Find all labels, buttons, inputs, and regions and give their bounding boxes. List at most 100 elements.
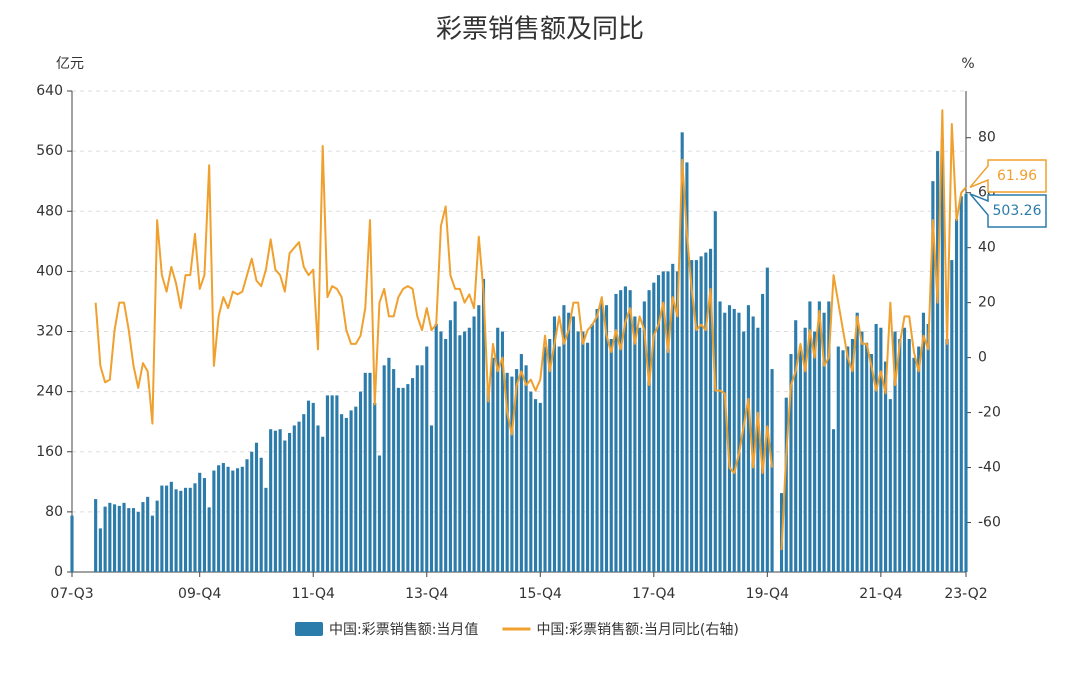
bar [619, 290, 623, 572]
bar [117, 505, 121, 572]
bar [813, 331, 817, 572]
bar [694, 260, 698, 572]
bar [179, 490, 183, 572]
bar [202, 478, 207, 572]
bar [306, 400, 311, 572]
callout-box [969, 193, 1047, 228]
bar [217, 465, 221, 572]
bar [794, 320, 798, 572]
bar [912, 357, 916, 572]
bar [165, 485, 169, 572]
bar [562, 305, 566, 572]
bar [680, 132, 684, 572]
legend-label: 中国:彩票销售额:当月值 [329, 622, 478, 638]
bar [822, 312, 826, 572]
bar [675, 271, 680, 572]
x-tick-label: 23-Q2 [944, 586, 987, 602]
bar [349, 410, 353, 572]
bar [524, 365, 528, 572]
bar [869, 354, 873, 572]
bar [850, 339, 855, 572]
bar [335, 395, 339, 572]
bar [836, 346, 840, 572]
bar [113, 504, 117, 572]
bar [297, 421, 301, 572]
bar [136, 511, 140, 572]
bar [420, 365, 424, 572]
bar [396, 387, 400, 572]
bar [959, 196, 963, 572]
bar [259, 457, 263, 572]
y-tick-label: 80 [45, 504, 63, 520]
bar [264, 487, 268, 572]
bar [638, 327, 642, 572]
bar [751, 316, 755, 572]
bar [581, 331, 585, 572]
x-tick-label: 13-Q4 [405, 586, 448, 602]
bar [377, 455, 382, 572]
bar [699, 256, 703, 572]
y2-tick-label: 80 [978, 130, 996, 146]
bar [533, 399, 538, 572]
y2-axis-label: % [961, 56, 974, 72]
bar [401, 387, 405, 572]
bar [463, 331, 467, 572]
bar [685, 162, 689, 572]
line [94, 144, 774, 475]
bar [718, 301, 722, 572]
y2-tick-label: -40 [978, 460, 1001, 476]
bar [846, 346, 850, 572]
bar [146, 496, 150, 572]
bar [444, 339, 448, 572]
bar [411, 378, 415, 572]
bar [269, 429, 273, 572]
bar [595, 308, 599, 572]
bar [888, 399, 892, 572]
bar [406, 384, 410, 572]
bar [434, 323, 438, 572]
bar [212, 470, 216, 572]
bar [505, 372, 509, 572]
bar [756, 327, 760, 572]
bar [709, 248, 713, 572]
x-tick-label: 21-Q4 [859, 586, 902, 602]
bar [827, 301, 831, 572]
bar [538, 402, 542, 572]
bar [131, 508, 136, 572]
bar [254, 442, 259, 572]
y-tick-label: 400 [36, 263, 63, 279]
bar [690, 260, 694, 572]
bar [103, 506, 107, 572]
bar [548, 339, 552, 572]
bar [761, 293, 765, 572]
bar [188, 487, 192, 572]
bar [283, 440, 287, 572]
callout-label: 503.26 [993, 203, 1042, 219]
x-tick-label: 11-Q4 [292, 586, 335, 602]
bar [439, 331, 443, 572]
bar [902, 327, 907, 572]
bar [316, 425, 320, 572]
bar [713, 211, 717, 572]
bar [727, 305, 732, 572]
bar [865, 342, 869, 572]
bar [321, 436, 325, 572]
bar [671, 263, 675, 572]
bar [302, 414, 306, 572]
bar [614, 293, 618, 572]
y2-tick-label: 20 [978, 295, 996, 311]
x-tick-label: 15-Q4 [519, 586, 562, 602]
bar [666, 271, 670, 572]
bar [921, 312, 925, 572]
bar [250, 451, 254, 572]
bar [155, 500, 159, 572]
bar [127, 508, 131, 572]
bar [954, 218, 959, 572]
bar [600, 301, 604, 572]
bar [198, 472, 202, 572]
y-tick-label: 480 [36, 203, 63, 219]
bar [803, 327, 807, 572]
bar [458, 335, 462, 572]
bar [798, 346, 803, 572]
